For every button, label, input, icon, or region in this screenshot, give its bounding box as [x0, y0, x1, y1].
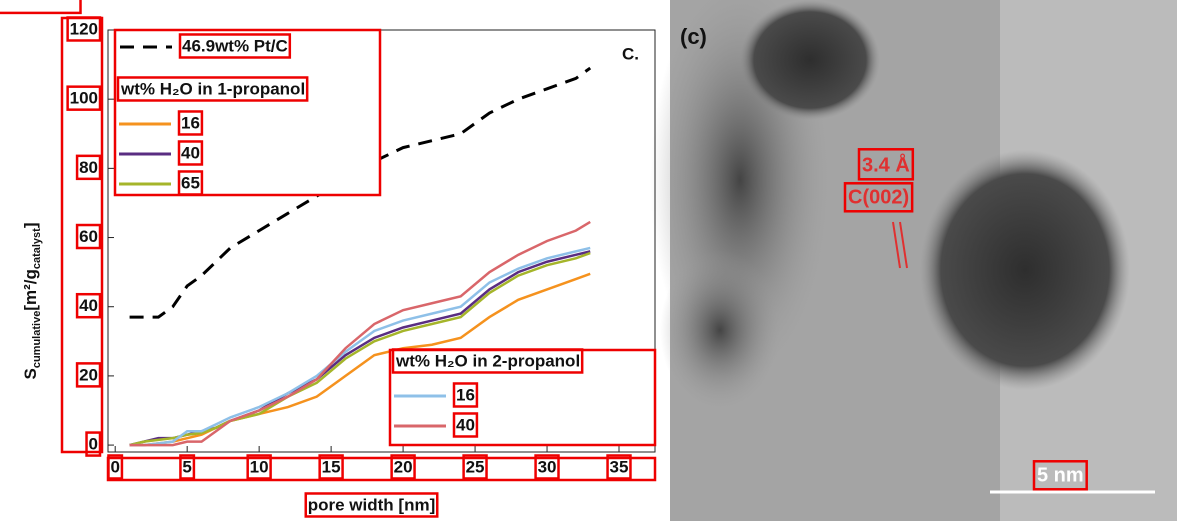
plot-frame: [107, 29, 656, 453]
y-axis-title-part: ]: [21, 222, 40, 228]
x-tick-label: 30: [538, 457, 557, 476]
x-axis-title: pore width [nm]: [308, 495, 435, 514]
annotation-box: [75, 154, 102, 181]
y-axis-title-part: [m²/g: [21, 269, 40, 311]
annotation-box: [178, 33, 292, 59]
annotation: C.: [622, 44, 639, 63]
x-tick-label: 10: [250, 457, 269, 476]
y-tick-label: 80: [79, 158, 98, 177]
annotation-box: [246, 454, 272, 480]
x-tick-label: 20: [394, 457, 413, 476]
lattice-marker: [899, 221, 908, 269]
panel-label: (c): [680, 24, 707, 49]
image-region: [740, 0, 880, 120]
plane-label: C(002): [848, 186, 909, 208]
y-tick-label: 120: [70, 19, 98, 38]
series-line: [129, 220, 591, 447]
y-axis-title: Scumulative[m²/gcatalyst]: [21, 222, 42, 379]
x-tick-label: 5: [182, 457, 191, 476]
annotation-box: [452, 412, 479, 438]
y-axis-title-part: S: [21, 368, 40, 379]
image-region: [660, 250, 780, 410]
y-tick-label: 20: [79, 365, 98, 384]
annotation-box: [318, 454, 344, 480]
annotation-box: [66, 85, 102, 111]
annotation-box: [75, 223, 102, 250]
x-tick-label: 0: [110, 457, 119, 476]
annotation-box: [843, 182, 914, 213]
y-tick-label: 100: [70, 89, 98, 108]
y-tick-label: 60: [79, 227, 98, 246]
annotation-box: [606, 454, 632, 480]
legend-label: 65: [181, 173, 200, 192]
legend-title: wt% H₂O in 2-propanol: [395, 351, 580, 370]
scale-label: 5 nm: [1037, 464, 1084, 486]
annotation-box: [391, 348, 584, 374]
y-axis-title-part: cumulative: [31, 311, 43, 368]
y-axis-title-part: catalyst: [31, 228, 43, 269]
annotation-box: [179, 454, 196, 480]
annotation-box: [75, 292, 102, 319]
annotation-box: [116, 76, 309, 102]
legend-label: 16: [456, 385, 475, 404]
annotation-box: [390, 454, 416, 480]
nanoparticle: [920, 150, 1130, 390]
annotation-box: [177, 110, 204, 136]
legend-label: 46.9wt% Pt/C: [182, 36, 288, 55]
annotation-box: [177, 170, 204, 196]
annotation-box: [304, 492, 439, 518]
x-tick-label: 15: [322, 457, 341, 476]
series-line: [129, 272, 591, 447]
annotation-box: [534, 454, 560, 480]
annotation-box: [177, 140, 204, 166]
legend-title: wt% H₂O in 1-propanol: [120, 79, 305, 98]
y-tick-label: 40: [79, 296, 98, 315]
annotation-box: [106, 456, 657, 482]
annotation-box: [85, 431, 102, 457]
spacing-label: 3.4 Å: [862, 152, 910, 176]
annotation-box: [0, 0, 82, 15]
tem-image: (c) 3.4 Å C(002) 5 nm: [650, 0, 1177, 521]
annotation-box: [452, 382, 479, 408]
annotation-box: [857, 148, 915, 181]
legend-label: 16: [181, 113, 200, 132]
annotation-box: [60, 16, 104, 454]
legend-label: 40: [181, 143, 200, 162]
series-line: [129, 246, 591, 447]
annotation-box: [1032, 460, 1088, 491]
y-tick-label: 0: [89, 435, 98, 454]
x-tick-label: 25: [466, 457, 485, 476]
lattice-marker: [892, 221, 901, 269]
x-tick-label: 35: [610, 457, 629, 476]
legend-label: 40: [456, 415, 475, 434]
annotation-box: [462, 454, 488, 480]
annotation-box: [75, 362, 102, 388]
